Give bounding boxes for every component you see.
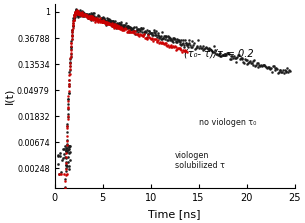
Text: no viologen τ₀: no viologen τ₀: [199, 118, 256, 127]
Y-axis label: I(t): I(t): [4, 88, 14, 105]
X-axis label: Time [ns]: Time [ns]: [148, 209, 201, 219]
Text: (τ₀- τ)/τ₀= 0.2: (τ₀- τ)/τ₀= 0.2: [184, 49, 254, 59]
Text: viologen
solubilized τ: viologen solubilized τ: [175, 151, 224, 170]
